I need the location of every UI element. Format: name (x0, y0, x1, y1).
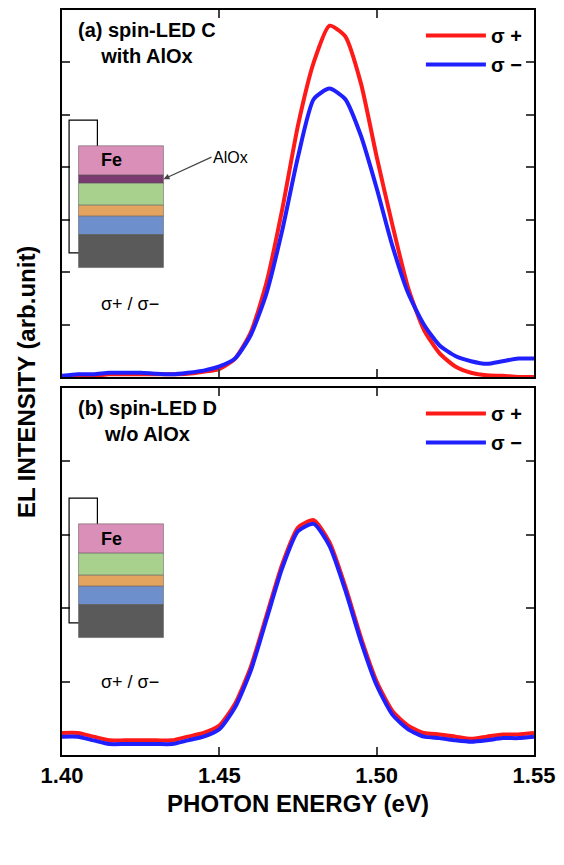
svg-text:1.55: 1.55 (513, 763, 556, 788)
svg-text:1.50: 1.50 (355, 763, 398, 788)
svg-text:Fe: Fe (101, 529, 122, 549)
svg-text:Fe: Fe (101, 150, 122, 170)
svg-text:σ −: σ − (491, 432, 522, 454)
svg-text:σ −: σ − (491, 54, 522, 76)
svg-text:σ+ / σ−: σ+ / σ− (101, 672, 159, 692)
svg-text:1.45: 1.45 (198, 763, 241, 788)
svg-text:σ+ / σ−: σ+ / σ− (101, 294, 159, 314)
svg-text:1.40: 1.40 (41, 763, 84, 788)
svg-text:PHOTON ENERGY (eV): PHOTON ENERGY (eV) (167, 790, 429, 817)
svg-text:σ +: σ + (491, 25, 522, 47)
svg-text:σ +: σ + (491, 403, 522, 425)
svg-text:(b) spin-LED Dw/o AlOx: (b) spin-LED Dw/o AlOx (78, 397, 217, 445)
svg-text:(a) spin-LED Cwith AlOx: (a) spin-LED Cwith AlOx (78, 19, 216, 67)
svg-text:EL INTENSITY (arb.unit): EL INTENSITY (arb.unit) (13, 246, 40, 518)
svg-text:AlOx: AlOx (213, 149, 248, 166)
